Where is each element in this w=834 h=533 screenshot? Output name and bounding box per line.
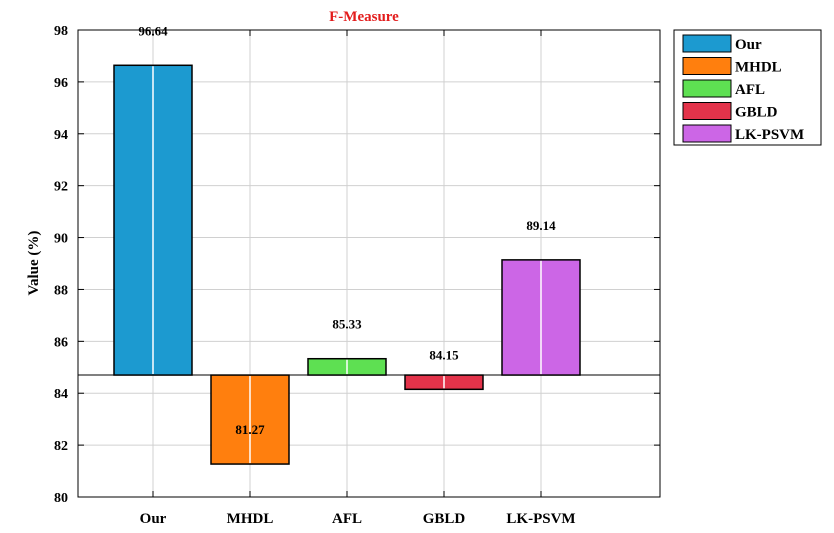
legend-label: AFL <box>735 82 765 98</box>
data-label: 89.14 <box>526 218 556 233</box>
legend-label: Our <box>735 37 762 53</box>
data-label: 85.33 <box>332 317 362 332</box>
legend-label: LK-PSVM <box>735 127 804 143</box>
legend-label: MHDL <box>735 60 782 76</box>
plot-area <box>77 29 661 498</box>
y-tick-label: 82 <box>54 439 68 454</box>
data-label: 84.15 <box>429 347 459 362</box>
legend-swatch <box>682 57 732 75</box>
y-tick-label: 84 <box>54 387 68 402</box>
y-axis-ticks: 80 82 84 86 88 90 92 94 96 98 <box>54 24 660 506</box>
y-tick-label: 90 <box>54 232 68 247</box>
legend-swatch <box>682 102 732 120</box>
data-label: 81.27 <box>235 422 265 437</box>
x-tick-label: AFL <box>332 511 362 527</box>
y-tick-label: 92 <box>54 180 68 195</box>
y-axis-label: Value (%) <box>26 231 42 296</box>
y-tick-label: 98 <box>54 24 68 39</box>
y-tick-label: 86 <box>54 335 68 350</box>
legend-swatch <box>682 124 732 143</box>
legend-swatch <box>682 34 732 53</box>
x-tick-label: LK-PSVM <box>506 511 575 527</box>
legend-swatch <box>682 79 732 98</box>
y-tick-label: 94 <box>54 128 68 143</box>
x-tick-label: MHDL <box>227 511 274 527</box>
x-tick-label: GBLD <box>423 511 466 527</box>
y-tick-label: 96 <box>54 76 68 91</box>
x-axis-ticks: Our MHDL AFL GBLD LK-PSVM <box>140 30 576 527</box>
x-tick-label: Our <box>140 511 167 527</box>
legend: Our MHDL AFL GBLD LK-PSVM <box>673 29 822 146</box>
y-tick-label: 88 <box>54 283 68 298</box>
chart-title: F-Measure <box>329 9 399 25</box>
y-tick-label: 80 <box>54 491 68 506</box>
legend-label: GBLD <box>735 105 778 121</box>
